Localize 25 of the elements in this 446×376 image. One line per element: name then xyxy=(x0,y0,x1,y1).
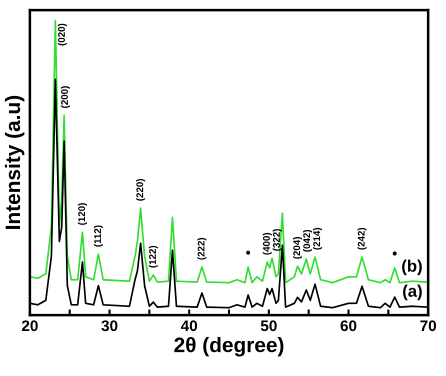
x-tick-label: 20 xyxy=(22,320,38,332)
y-axis-title: Intensity (a.u) xyxy=(4,96,24,229)
annotation: (200) xyxy=(60,86,70,108)
annotation: (112) xyxy=(94,225,103,247)
annotation: (020) xyxy=(58,24,67,46)
x-tick-label: 50 xyxy=(260,320,277,332)
annotation: (122) xyxy=(148,246,158,268)
series-label: (b) xyxy=(402,260,422,276)
x-tick-label: 40 xyxy=(180,320,198,332)
annotation: (120) xyxy=(78,203,87,225)
annotation: (400) xyxy=(262,232,272,255)
annotation: (242) xyxy=(358,228,367,250)
series-label: (a) xyxy=(403,284,422,300)
annotation: (204) xyxy=(292,237,302,259)
annotation: (214) xyxy=(312,228,322,250)
annotation: • xyxy=(392,252,397,256)
annotation: • xyxy=(246,250,250,255)
x-tick-label: 60 xyxy=(340,320,356,332)
x-tick-label: 30 xyxy=(101,320,118,332)
annotation: (042) xyxy=(302,230,312,252)
annotation: (222) xyxy=(197,238,206,260)
x-axis-title: 2θ (degree) xyxy=(174,336,284,356)
annotation: (220) xyxy=(136,178,146,201)
annotation: (322) xyxy=(272,229,282,251)
x-tick-label: 70 xyxy=(420,320,436,332)
